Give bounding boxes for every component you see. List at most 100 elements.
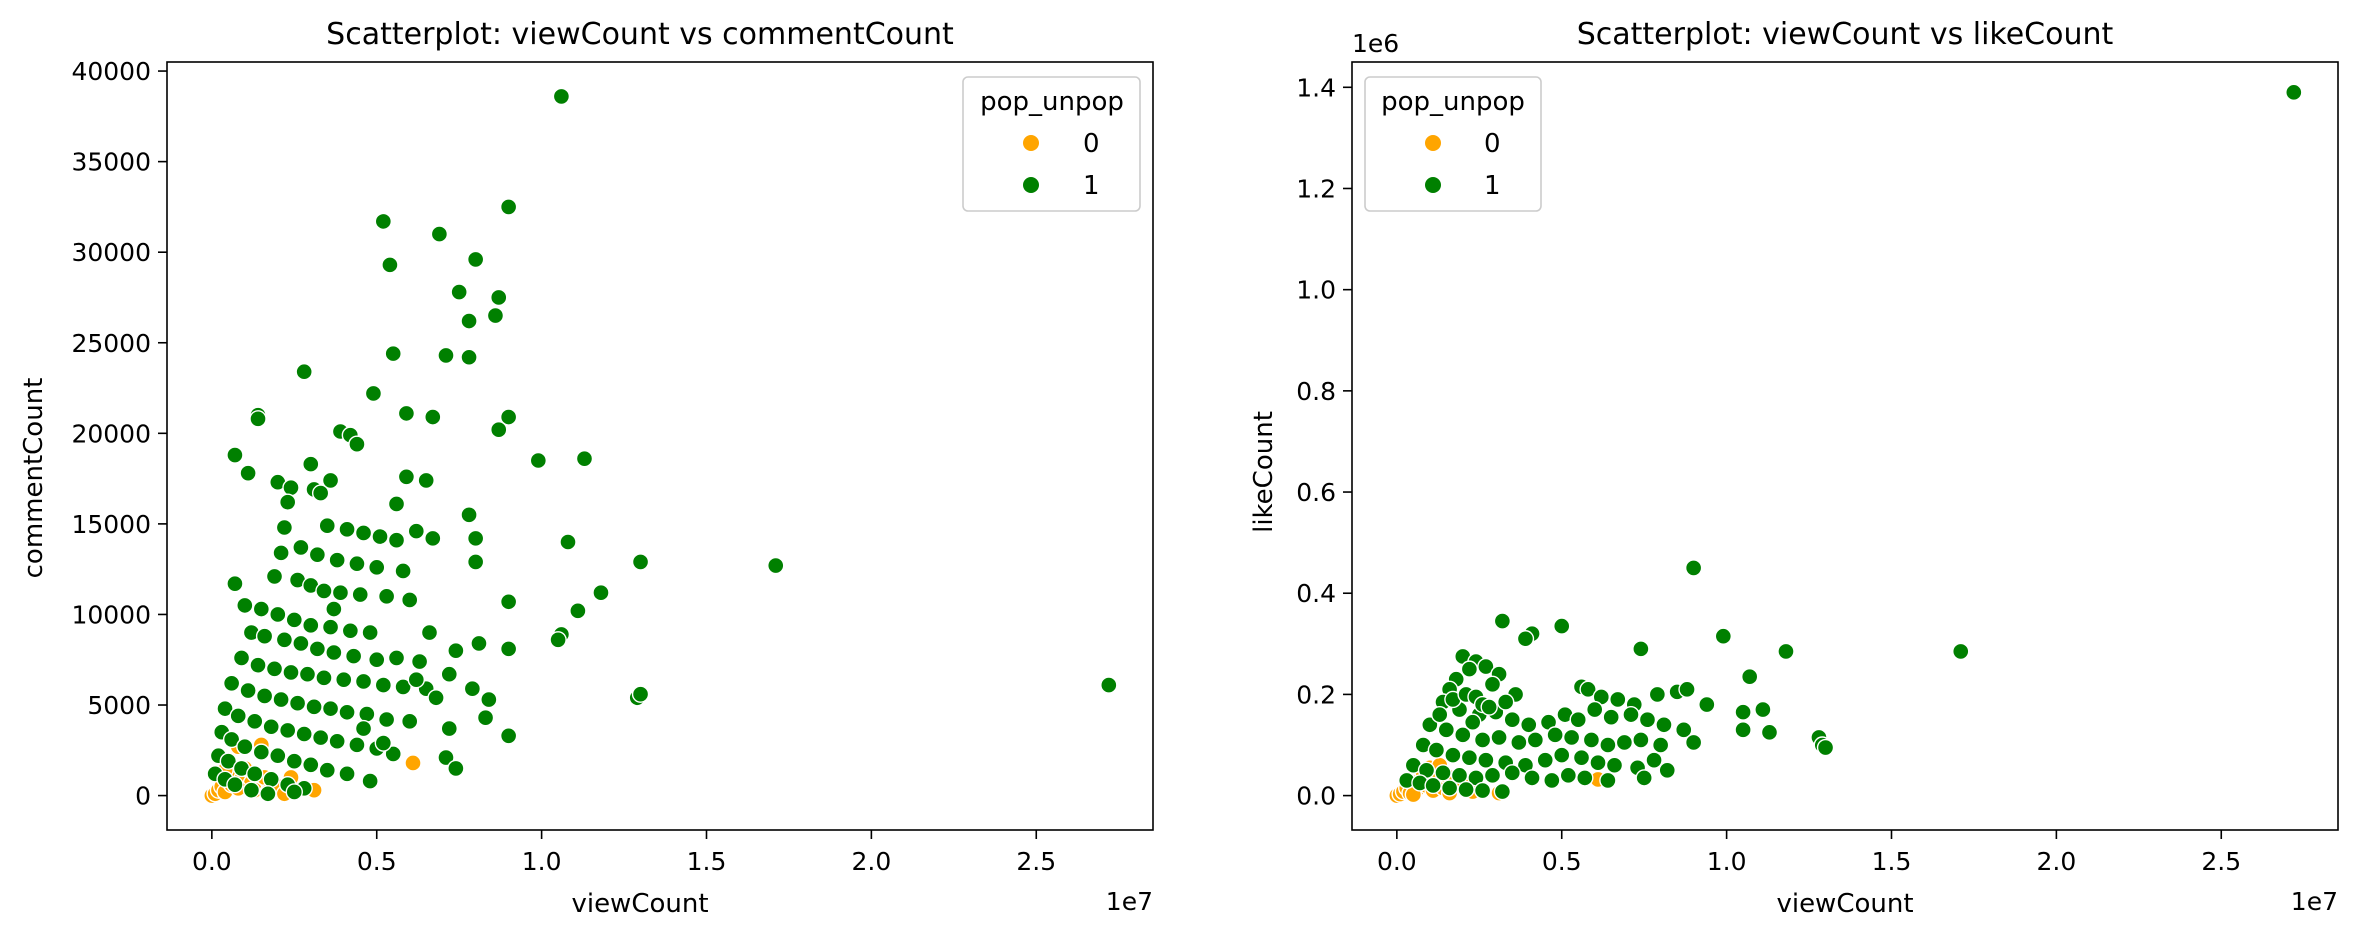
data-point-1 — [631, 685, 650, 703]
data-point-1 — [308, 545, 327, 564]
data-point-1 — [549, 631, 567, 649]
legend: pop_unpop 0 1 — [962, 76, 1141, 212]
legend-marker-0 — [1023, 135, 1039, 151]
data-point-1 — [1576, 769, 1594, 787]
data-point-1 — [767, 556, 785, 575]
data-point-1 — [1952, 642, 1970, 661]
x-axis-offset-label: 1e7 — [1106, 887, 1153, 916]
data-point-1 — [1536, 751, 1554, 769]
data-point-1 — [466, 250, 485, 269]
y-tick-label: 30000 — [71, 238, 151, 267]
data-point-1 — [1526, 731, 1545, 749]
data-point-1 — [249, 656, 267, 674]
x-tick-label: 0.0 — [1377, 847, 1417, 876]
y-tick-label: 1.2 — [1296, 174, 1336, 203]
data-point-1 — [305, 698, 323, 716]
data-point-1 — [368, 651, 386, 669]
data-point-1 — [1503, 711, 1521, 729]
data-point-1 — [387, 531, 406, 549]
data-point-1 — [1553, 617, 1571, 635]
x-tick-label: 2.5 — [1016, 847, 1056, 876]
data-point-1 — [311, 484, 330, 502]
legend-entry-1: 1 — [1083, 171, 1100, 201]
data-point-1 — [1460, 660, 1479, 678]
data-point-1 — [410, 652, 429, 671]
y-tick-label: 35000 — [71, 148, 151, 177]
data-point-1 — [1675, 721, 1693, 739]
data-point-1 — [338, 520, 356, 539]
data-point-1 — [424, 408, 442, 426]
data-point-1 — [275, 518, 294, 537]
data-point-1 — [490, 288, 508, 307]
legend-marker-1 — [1425, 177, 1441, 193]
data-point-1 — [1496, 693, 1515, 711]
data-point-1 — [407, 670, 426, 689]
y-tick-label: 1.0 — [1296, 276, 1336, 305]
data-point-1 — [440, 665, 458, 683]
x-tick-label: 2.0 — [851, 847, 891, 876]
legend-title: pop_unpop — [980, 87, 1124, 117]
data-point-1 — [338, 703, 356, 721]
data-point-1 — [348, 435, 366, 453]
y-tick-label: 15000 — [71, 510, 151, 539]
x-axis-label: viewCount — [1776, 889, 1913, 919]
data-point-1 — [302, 756, 320, 774]
x-tick-label: 2.0 — [2036, 847, 2076, 876]
data-point-1 — [1740, 668, 1759, 686]
data-point-1 — [368, 558, 386, 577]
data-point-1 — [255, 627, 274, 645]
data-point-1 — [328, 551, 346, 569]
data-point-1 — [325, 600, 343, 618]
data-point-1 — [255, 687, 274, 705]
legend-marker-0 — [1425, 135, 1441, 151]
data-point-1 — [328, 732, 346, 750]
data-point-1 — [269, 605, 287, 624]
data-point-1 — [311, 728, 330, 747]
data-point-1 — [1651, 736, 1670, 754]
data-point-1 — [288, 694, 307, 712]
data-point-1 — [1632, 640, 1650, 658]
data-point-1 — [460, 348, 478, 366]
x-tick-label: 1.5 — [1872, 847, 1912, 876]
data-point-1 — [1546, 726, 1564, 744]
data-point-1 — [1473, 781, 1492, 800]
x-tick-label: 1.0 — [522, 847, 562, 876]
data-point-1 — [216, 699, 234, 718]
data-point-1 — [466, 529, 485, 548]
x-tick-label: 0.5 — [357, 847, 397, 876]
legend-entry-0: 0 — [1484, 129, 1501, 159]
data-point-1 — [262, 770, 280, 788]
data-point-1 — [1579, 680, 1597, 699]
data-point-1 — [1493, 612, 1512, 630]
data-point-1 — [236, 737, 254, 756]
y-axis-ticks: 0 5000 10000 15000 20000 25000 30000 35000 40000 — [71, 57, 167, 811]
data-point-1 — [292, 634, 310, 653]
data-point-1 — [302, 455, 320, 473]
data-point-1 — [1100, 676, 1118, 694]
data-point-1 — [407, 522, 426, 540]
data-point-1 — [1635, 769, 1653, 787]
data-point-1 — [1477, 751, 1495, 769]
data-point-1 — [381, 256, 399, 274]
y-tick-label: 0.6 — [1296, 478, 1336, 507]
x-axis-offset-label: 1e7 — [2291, 887, 2338, 916]
data-point-1 — [529, 451, 548, 470]
y-axis-offset-label: 1e6 — [1352, 29, 1399, 58]
data-point-1 — [1483, 675, 1502, 693]
data-point-1 — [1483, 766, 1502, 785]
data-point-1 — [285, 783, 303, 801]
data-point-1 — [575, 449, 594, 468]
data-point-1 — [285, 611, 303, 629]
data-point-1 — [1520, 716, 1538, 734]
data-point-1 — [430, 225, 449, 243]
data-point-1 — [272, 544, 290, 562]
data-point-1 — [275, 631, 294, 649]
data-point-1 — [321, 699, 340, 718]
legend-entry-0: 0 — [1083, 129, 1100, 159]
y-axis-ticks: 0.0 0.2 0.4 0.6 0.8 1.0 1.2 1.4 — [1296, 73, 1352, 811]
data-point-1 — [292, 538, 310, 557]
data-point-1 — [325, 643, 343, 662]
data-point-1 — [460, 312, 478, 330]
data-point-1 — [387, 649, 406, 667]
data-point-1 — [1434, 764, 1452, 782]
